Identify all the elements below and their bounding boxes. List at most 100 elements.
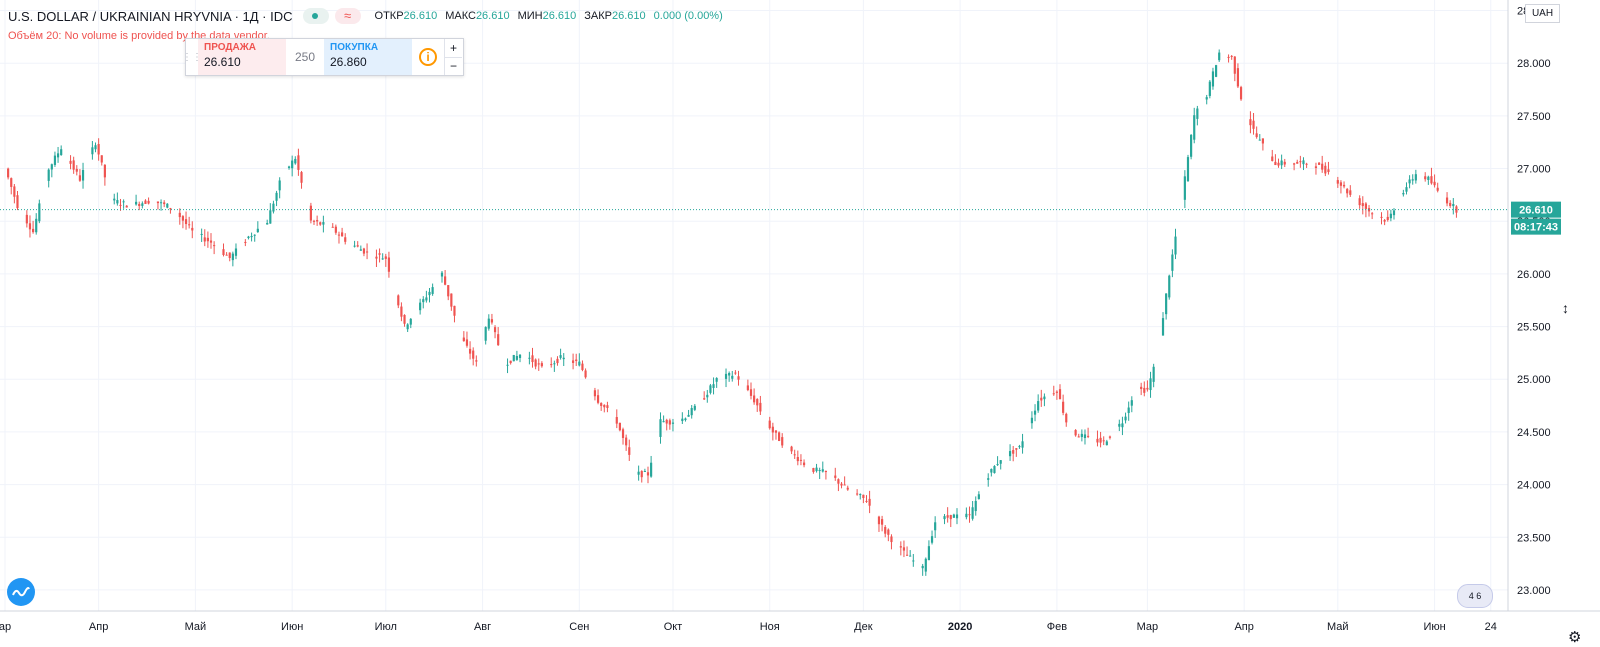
time-tick-label: Ноя	[760, 621, 780, 633]
candle-body	[859, 494, 862, 496]
candle-body	[737, 376, 740, 380]
candle-body	[581, 363, 584, 370]
candle-body	[993, 466, 996, 474]
flag-widget[interactable]: 4 6	[1457, 584, 1493, 608]
time-tick-label: Июн	[1423, 621, 1445, 633]
time-axis[interactable]: ар Апр Май Июн Июл Авг Сен Окт Ноя Дек 2020 Фев Мар А…	[0, 610, 1600, 633]
candle-body	[1105, 441, 1108, 446]
candle-body	[840, 483, 843, 486]
candle-body	[1146, 387, 1149, 390]
candle-body	[781, 437, 784, 446]
candle-body	[1296, 161, 1299, 164]
candle-body	[1165, 293, 1168, 315]
approx-data-icon[interactable]: ≈	[334, 8, 361, 24]
candle-body	[1271, 156, 1274, 161]
increase-button[interactable]: +	[449, 40, 457, 55]
candle-body	[250, 235, 253, 238]
candle-body	[774, 430, 778, 433]
decrease-button[interactable]: −	[445, 56, 462, 76]
candle-body	[771, 426, 774, 433]
candle-body	[465, 339, 469, 346]
candle-body	[681, 418, 684, 422]
candle-body	[200, 233, 203, 235]
candle-body	[749, 389, 753, 396]
countdown-tag	[1511, 218, 1561, 235]
candle-body	[556, 358, 559, 364]
candle-body	[406, 324, 409, 330]
info-button[interactable]: i	[412, 39, 444, 75]
candle-body	[1430, 176, 1433, 184]
sell-button[interactable]: ПРОДАЖА 26.610	[198, 39, 286, 75]
open-label: ОТКР	[374, 10, 404, 22]
candle-body	[141, 203, 144, 206]
candle-body	[512, 355, 515, 362]
resize-cursor-icon: ↕	[1562, 300, 1569, 316]
candle-body	[1411, 179, 1414, 181]
candle-body	[793, 454, 796, 456]
candle-body	[753, 395, 756, 403]
candle-body	[1087, 435, 1090, 437]
candle-body	[1349, 190, 1352, 195]
quantity-field[interactable]: 250	[294, 50, 316, 64]
candle-body	[618, 422, 621, 431]
candle-body	[606, 405, 609, 408]
currency-badge[interactable]: UAH	[1525, 4, 1560, 23]
symbol-title[interactable]: U.S. DOLLAR / UKRAINIAN HRYVNIA · 1Д · I…	[8, 8, 293, 24]
candle-body	[924, 558, 927, 572]
candle-body	[528, 357, 531, 359]
candle-body	[38, 203, 41, 222]
candle-body	[188, 224, 191, 226]
candle-body	[843, 484, 846, 486]
candle-body	[553, 363, 556, 365]
candle-body	[1037, 401, 1040, 411]
tradingview-logo-icon[interactable]	[7, 578, 35, 606]
candle-body	[462, 337, 465, 342]
candle-body	[209, 240, 213, 243]
candle-body	[97, 144, 100, 155]
candle-body	[1186, 157, 1190, 182]
candle-body	[884, 526, 887, 534]
candle-body	[453, 305, 456, 316]
drag-handle-icon[interactable]: ⋮⋮	[182, 51, 202, 63]
candle-body	[287, 166, 291, 168]
time-tick-label: Апр	[1234, 621, 1253, 633]
candle-body	[81, 170, 85, 181]
candle-body	[1258, 139, 1261, 141]
last-price-marker: 26.610 08:17:43	[0, 201, 1561, 235]
candle-body	[1293, 163, 1296, 165]
buy-button[interactable]: ПОКУПКА 26.860	[324, 39, 412, 75]
candle-body	[934, 522, 937, 531]
candle-body	[930, 536, 934, 543]
candle-body	[615, 417, 618, 424]
candle-body	[1121, 423, 1124, 428]
candle-body	[799, 459, 803, 461]
candle-body	[1305, 163, 1308, 165]
symbol-legend: U.S. DOLLAR / UKRAINIAN HRYVNIA · 1Д · I…	[8, 8, 723, 24]
candle-body	[1342, 184, 1346, 187]
candle-body	[72, 160, 75, 170]
candle-body	[812, 468, 815, 472]
candle-body	[169, 208, 172, 210]
market-status-icon[interactable]	[302, 8, 329, 24]
candle-body	[540, 363, 543, 367]
candle-body	[965, 513, 968, 518]
candle-body	[297, 155, 300, 170]
candle-body	[231, 253, 234, 261]
candle-body	[955, 514, 959, 519]
gear-icon[interactable]: ⚙	[1568, 629, 1582, 646]
candle-body	[1277, 162, 1280, 166]
candle-body	[159, 202, 163, 204]
time-tick-label: Сен	[569, 621, 589, 633]
candle-body	[862, 494, 865, 498]
candle-body	[1052, 393, 1055, 395]
candle-body	[356, 245, 359, 247]
price-axis[interactable]: 28.50028.00027.50027.00026.50026.00025.5…	[1507, 0, 1551, 611]
candle-body	[384, 256, 387, 259]
candle-body	[1018, 446, 1021, 448]
candle-body	[1324, 165, 1327, 174]
candle-body	[1171, 254, 1174, 271]
candle-body	[16, 195, 19, 209]
candle-body	[575, 359, 578, 361]
candle-body	[13, 186, 16, 197]
